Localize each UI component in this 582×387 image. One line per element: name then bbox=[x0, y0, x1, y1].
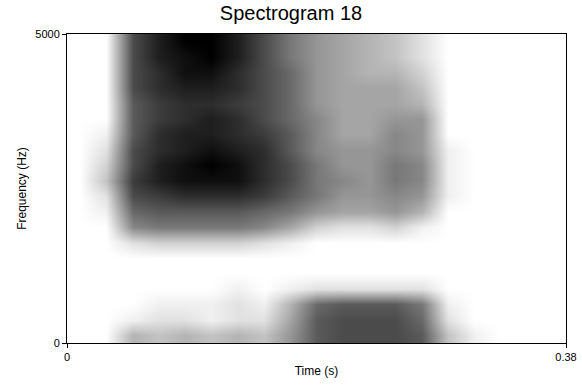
svg-text:0.38: 0.38 bbox=[555, 351, 576, 363]
svg-text:0: 0 bbox=[54, 337, 60, 349]
svg-text:Frequency (Hz): Frequency (Hz) bbox=[15, 147, 29, 230]
svg-text:Time (s): Time (s) bbox=[295, 364, 339, 378]
svg-text:Spectrogram 18: Spectrogram 18 bbox=[220, 2, 362, 24]
svg-text:5000: 5000 bbox=[35, 28, 59, 40]
svg-text:0: 0 bbox=[64, 351, 70, 363]
